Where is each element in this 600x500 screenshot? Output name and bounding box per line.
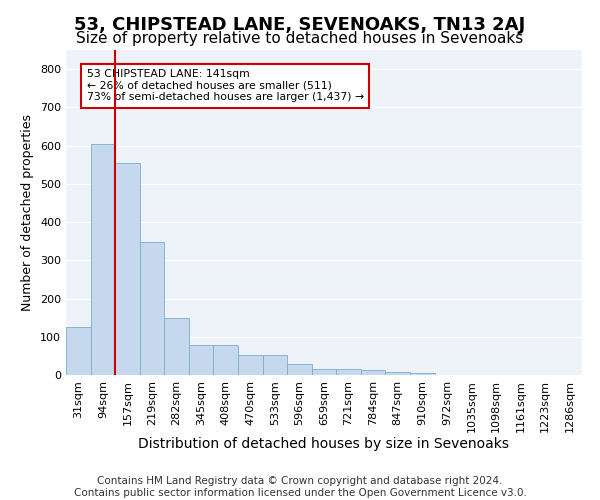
Text: Size of property relative to detached houses in Sevenoaks: Size of property relative to detached ho…: [76, 31, 524, 46]
Bar: [336, 370, 361, 375]
Bar: [140, 242, 164, 375]
Bar: [91, 144, 115, 375]
Y-axis label: Number of detached properties: Number of detached properties: [22, 114, 34, 311]
Bar: [115, 163, 140, 375]
Bar: [214, 345, 238, 375]
X-axis label: Distribution of detached houses by size in Sevenoaks: Distribution of detached houses by size …: [139, 438, 509, 452]
Bar: [312, 370, 336, 375]
Bar: [287, 364, 312, 375]
Bar: [385, 372, 410, 375]
Bar: [164, 318, 189, 375]
Bar: [410, 373, 434, 375]
Bar: [263, 355, 287, 375]
Bar: [238, 355, 263, 375]
Text: 53 CHIPSTEAD LANE: 141sqm
← 26% of detached houses are smaller (511)
73% of semi: 53 CHIPSTEAD LANE: 141sqm ← 26% of detac…: [87, 69, 364, 102]
Bar: [361, 370, 385, 375]
Text: Contains HM Land Registry data © Crown copyright and database right 2024.
Contai: Contains HM Land Registry data © Crown c…: [74, 476, 526, 498]
Text: 53, CHIPSTEAD LANE, SEVENOAKS, TN13 2AJ: 53, CHIPSTEAD LANE, SEVENOAKS, TN13 2AJ: [74, 16, 526, 34]
Bar: [189, 345, 214, 375]
Bar: [66, 327, 91, 375]
